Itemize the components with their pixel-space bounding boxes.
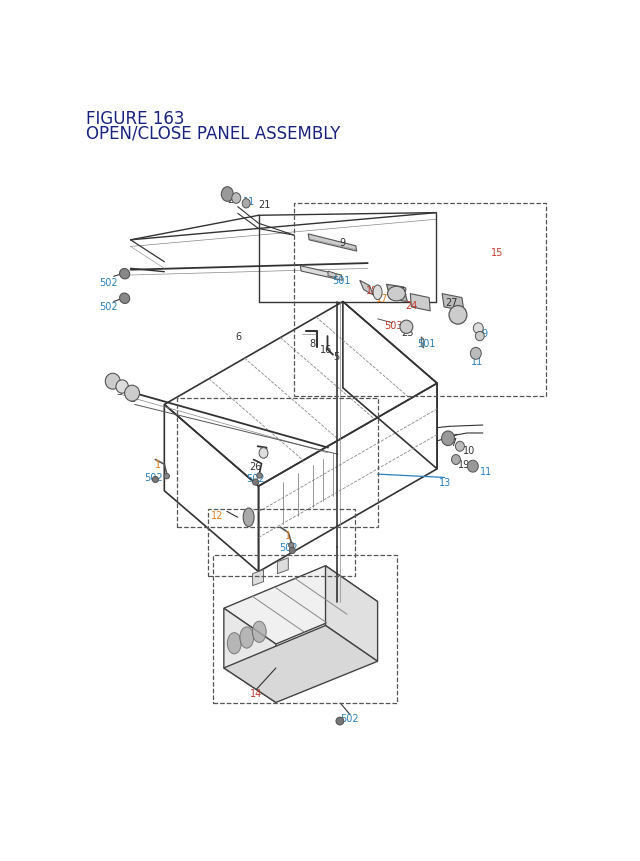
Bar xyxy=(208,509,355,577)
Text: 11: 11 xyxy=(470,356,483,367)
Polygon shape xyxy=(387,285,408,302)
Polygon shape xyxy=(421,338,424,349)
Circle shape xyxy=(152,477,159,483)
Text: 19: 19 xyxy=(458,460,470,469)
Text: 501: 501 xyxy=(333,276,351,286)
Text: 2: 2 xyxy=(129,393,135,403)
Circle shape xyxy=(253,480,259,486)
Ellipse shape xyxy=(467,461,478,473)
Text: OPEN/CLOSE PANEL ASSEMBLY: OPEN/CLOSE PANEL ASSEMBLY xyxy=(86,125,340,143)
Text: 4: 4 xyxy=(259,449,265,460)
Circle shape xyxy=(257,474,262,479)
Text: 12: 12 xyxy=(211,511,223,521)
Ellipse shape xyxy=(116,381,129,393)
Text: 27: 27 xyxy=(445,297,458,307)
Polygon shape xyxy=(224,626,378,703)
Polygon shape xyxy=(224,566,378,644)
Ellipse shape xyxy=(242,200,250,208)
Text: 2: 2 xyxy=(104,377,111,387)
Text: FIGURE 163: FIGURE 163 xyxy=(86,109,185,127)
Ellipse shape xyxy=(221,188,233,202)
Polygon shape xyxy=(328,272,336,278)
Text: 1: 1 xyxy=(156,460,161,469)
Polygon shape xyxy=(253,570,264,586)
Text: 11: 11 xyxy=(243,196,255,207)
Text: 5: 5 xyxy=(333,351,340,362)
Polygon shape xyxy=(300,266,342,281)
Ellipse shape xyxy=(252,622,266,642)
Text: 25: 25 xyxy=(401,328,413,338)
Text: 22: 22 xyxy=(395,287,408,296)
Ellipse shape xyxy=(451,455,460,465)
Polygon shape xyxy=(308,234,356,251)
Text: 502: 502 xyxy=(279,542,298,553)
Text: 9: 9 xyxy=(340,238,346,248)
Ellipse shape xyxy=(456,442,465,452)
Text: 10: 10 xyxy=(463,446,475,455)
Circle shape xyxy=(336,717,344,725)
Ellipse shape xyxy=(388,287,405,301)
Text: 7: 7 xyxy=(450,437,456,448)
Ellipse shape xyxy=(259,448,268,459)
Text: 21: 21 xyxy=(259,200,271,210)
Text: 20: 20 xyxy=(228,195,240,204)
Ellipse shape xyxy=(373,286,382,300)
Bar xyxy=(177,399,378,528)
Ellipse shape xyxy=(400,321,413,334)
Text: 24: 24 xyxy=(405,300,417,311)
Text: 23: 23 xyxy=(451,313,463,323)
Text: 18: 18 xyxy=(365,285,378,295)
Polygon shape xyxy=(360,281,373,295)
Ellipse shape xyxy=(120,269,130,280)
Ellipse shape xyxy=(442,431,454,446)
Text: 502: 502 xyxy=(340,714,359,723)
Text: 6: 6 xyxy=(236,331,242,342)
Ellipse shape xyxy=(125,386,140,401)
Polygon shape xyxy=(442,294,464,312)
Text: 503: 503 xyxy=(384,321,403,331)
Text: 3: 3 xyxy=(116,386,123,396)
Text: 11: 11 xyxy=(479,467,492,477)
Polygon shape xyxy=(410,294,430,312)
Circle shape xyxy=(164,474,170,480)
Polygon shape xyxy=(326,566,378,661)
Ellipse shape xyxy=(470,348,481,360)
Text: 14: 14 xyxy=(250,688,262,698)
Text: 26: 26 xyxy=(249,461,261,472)
Text: 16: 16 xyxy=(321,345,333,355)
Ellipse shape xyxy=(106,374,120,390)
Text: 13: 13 xyxy=(440,478,452,487)
Ellipse shape xyxy=(449,307,467,325)
Ellipse shape xyxy=(227,633,241,654)
Text: 15: 15 xyxy=(492,247,504,257)
Text: 1: 1 xyxy=(285,530,291,541)
Text: 17: 17 xyxy=(376,294,388,303)
Text: 9: 9 xyxy=(481,329,487,339)
Ellipse shape xyxy=(232,194,241,204)
Ellipse shape xyxy=(243,508,254,527)
Circle shape xyxy=(289,548,296,554)
Text: 502: 502 xyxy=(144,472,163,482)
Bar xyxy=(294,204,547,396)
Text: 502: 502 xyxy=(246,474,264,484)
Polygon shape xyxy=(224,609,276,703)
Polygon shape xyxy=(277,558,289,574)
Circle shape xyxy=(289,542,294,548)
Ellipse shape xyxy=(240,627,253,648)
Ellipse shape xyxy=(476,332,484,341)
Bar xyxy=(213,555,397,703)
Text: 502: 502 xyxy=(99,302,118,312)
Ellipse shape xyxy=(474,324,483,334)
Ellipse shape xyxy=(120,294,130,304)
Text: 8: 8 xyxy=(309,338,315,349)
Text: 502: 502 xyxy=(99,277,118,288)
Text: 501: 501 xyxy=(417,338,435,349)
